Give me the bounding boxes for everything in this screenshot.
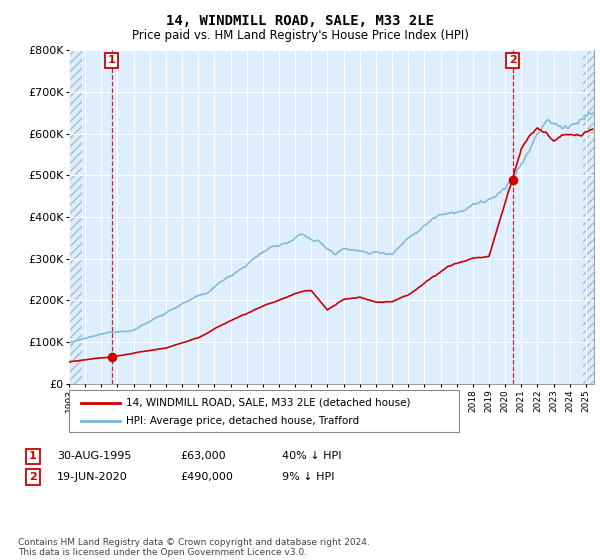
- Text: 14, WINDMILL ROAD, SALE, M33 2LE: 14, WINDMILL ROAD, SALE, M33 2LE: [166, 14, 434, 28]
- Bar: [69, 50, 82, 384]
- Text: 40% ↓ HPI: 40% ↓ HPI: [282, 451, 341, 461]
- Text: 30-AUG-1995: 30-AUG-1995: [57, 451, 131, 461]
- Text: Price paid vs. HM Land Registry's House Price Index (HPI): Price paid vs. HM Land Registry's House …: [131, 29, 469, 42]
- Text: £63,000: £63,000: [180, 451, 226, 461]
- Bar: [583, 50, 594, 384]
- Text: 19-JUN-2020: 19-JUN-2020: [57, 472, 128, 482]
- Text: 2: 2: [509, 55, 517, 66]
- Text: 2: 2: [29, 472, 37, 482]
- Text: 9% ↓ HPI: 9% ↓ HPI: [282, 472, 335, 482]
- Text: 14, WINDMILL ROAD, SALE, M33 2LE (detached house): 14, WINDMILL ROAD, SALE, M33 2LE (detach…: [126, 398, 410, 408]
- Text: 1: 1: [29, 451, 37, 461]
- Text: HPI: Average price, detached house, Trafford: HPI: Average price, detached house, Traf…: [126, 416, 359, 426]
- Text: Contains HM Land Registry data © Crown copyright and database right 2024.
This d: Contains HM Land Registry data © Crown c…: [18, 538, 370, 557]
- Text: £490,000: £490,000: [180, 472, 233, 482]
- Text: 1: 1: [108, 55, 116, 66]
